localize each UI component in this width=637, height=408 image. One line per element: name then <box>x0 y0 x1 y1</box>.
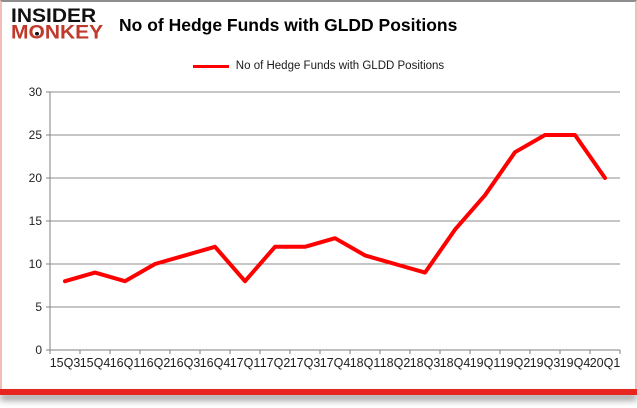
x-tick-label: 15Q4 <box>80 356 111 370</box>
y-tick-label: 5 <box>35 300 42 314</box>
legend: No of Hedge Funds with GLDD Positions <box>2 59 635 73</box>
legend-line-swatch <box>192 64 229 68</box>
x-tick-label: 19Q3 <box>530 356 561 370</box>
monkey-o-glyph: O <box>28 22 45 44</box>
x-tick-label: 15Q3 <box>50 356 81 370</box>
y-tick-label: 10 <box>29 257 43 271</box>
x-tick-label: 19Q2 <box>500 356 531 370</box>
x-tick-label: 19Q4 <box>560 356 591 370</box>
legend-label: No of Hedge Funds with GLDD Positions <box>235 60 445 72</box>
x-tick-label: 17Q2 <box>260 356 291 370</box>
x-tick-label: 18Q3 <box>410 356 441 370</box>
x-tick-label: 18Q4 <box>440 356 471 370</box>
x-tick-label: 17Q3 <box>290 356 321 370</box>
x-tick-label: 19Q1 <box>470 356 501 370</box>
x-tick-label: 18Q1 <box>350 356 381 370</box>
line-chart-plot: 0 5 10 15 20 25 30 15Q3 15Q4 16Q1 16Q2 16Q3 16Q4 17Q1… <box>29 85 621 370</box>
x-tick-label: 16Q1 <box>110 356 141 370</box>
x-tick-label: 16Q4 <box>200 356 231 370</box>
y-tick-label: 20 <box>29 171 43 185</box>
x-tick-label: 17Q4 <box>320 356 351 370</box>
x-tick-label: 16Q2 <box>140 356 171 370</box>
logo-word-insider: INSIDER <box>11 5 97 27</box>
chart-title: No of Hedge Funds with GLDD Positions <box>119 15 458 35</box>
x-tick-label: 20Q1 <box>590 356 621 370</box>
y-tick-label: 25 <box>29 128 43 142</box>
logo-word-monkey: MONKEY <box>11 22 104 44</box>
insider-monkey-logo: INSIDER MONKEY <box>11 5 121 44</box>
x-tick-label: 17Q1 <box>230 356 261 370</box>
x-tick-label: 18Q2 <box>380 356 411 370</box>
y-tick-label: 30 <box>29 85 43 99</box>
x-tick-label: 16Q3 <box>170 356 201 370</box>
chart-card: INSIDER MONKEY No of Hedge Funds with GL… <box>0 0 637 395</box>
y-tick-label: 0 <box>35 343 42 357</box>
series-line <box>63 133 607 284</box>
y-tick-label: 15 <box>29 214 43 228</box>
bottom-accent-bar <box>0 389 637 395</box>
